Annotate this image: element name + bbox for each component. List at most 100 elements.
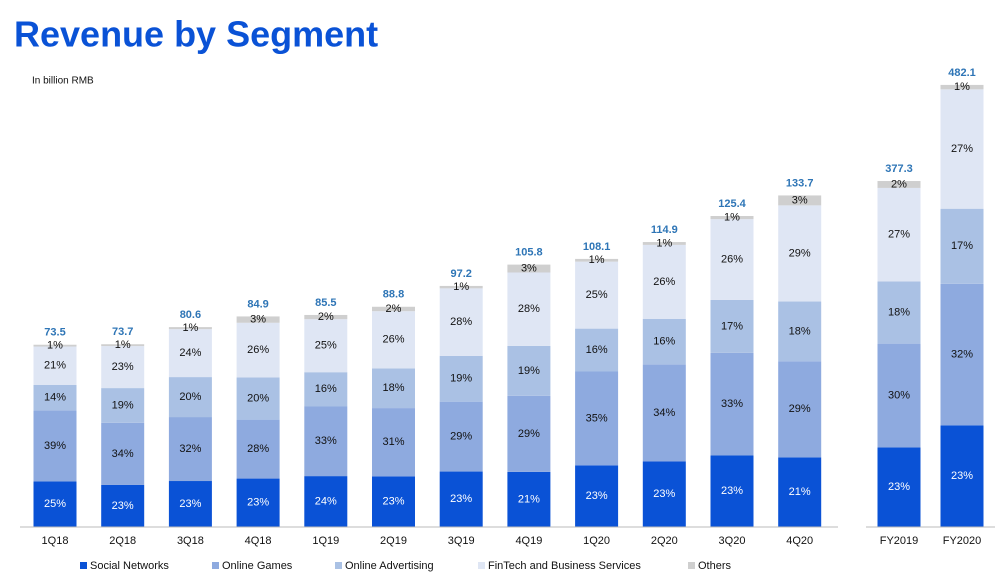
value-label: 21% — [518, 493, 540, 505]
value-label: 25% — [315, 340, 337, 352]
value-label: 29% — [789, 403, 811, 415]
bar-segment — [507, 395, 551, 472]
bar-segment — [710, 352, 754, 456]
value-label: 23% — [112, 500, 134, 512]
bar-segment — [439, 285, 483, 289]
value-label: 1% — [115, 339, 131, 351]
value-label: 34% — [653, 407, 675, 419]
value-label: 26% — [721, 253, 743, 265]
bar-segment — [304, 476, 348, 527]
x-tick-label: 2Q20 — [651, 535, 678, 547]
value-label: 28% — [247, 443, 269, 455]
bar-segment — [33, 344, 77, 347]
bar-segment — [877, 447, 921, 527]
value-label: 2% — [891, 178, 907, 190]
bar-segment — [439, 288, 483, 356]
value-label: 28% — [450, 316, 472, 328]
value-label: 3% — [250, 314, 266, 326]
value-label: 19% — [112, 399, 134, 411]
bar-segment — [778, 205, 822, 302]
bar-segment — [372, 306, 415, 312]
bar-segment — [101, 388, 145, 423]
value-label: 17% — [951, 240, 973, 252]
value-label: 29% — [518, 428, 540, 440]
bar-segment — [101, 422, 145, 485]
total-label: 133.7 — [786, 177, 814, 189]
value-label: 25% — [586, 289, 608, 301]
value-label: 1% — [954, 81, 970, 93]
bar-segment — [439, 355, 483, 402]
value-label: 19% — [518, 365, 540, 377]
x-tick-label: 3Q18 — [177, 535, 204, 547]
value-label: 23% — [247, 497, 269, 509]
bar-segment — [710, 299, 754, 353]
x-tick-label: 2Q18 — [109, 535, 136, 547]
bar-segment — [168, 377, 212, 418]
total-label: 85.5 — [315, 297, 336, 309]
bar-segment — [236, 322, 280, 378]
value-label: 19% — [450, 373, 472, 385]
bar-segment — [236, 419, 280, 479]
value-label: 30% — [888, 389, 910, 401]
value-label: 16% — [586, 344, 608, 356]
value-label: 24% — [315, 495, 337, 507]
bar-segment — [33, 410, 77, 482]
x-tick-label: 3Q20 — [719, 535, 746, 547]
value-label: 21% — [44, 360, 66, 372]
bar-segment — [236, 377, 280, 420]
bar-segment — [575, 261, 619, 329]
value-label: 23% — [888, 481, 910, 493]
total-label: 73.7 — [112, 326, 133, 338]
value-label: 16% — [653, 336, 675, 348]
bar-segment — [236, 316, 280, 323]
bar-segment — [642, 244, 686, 319]
value-label: 34% — [112, 448, 134, 460]
value-label: 32% — [179, 443, 201, 455]
value-label: 1% — [656, 237, 672, 249]
bar-segment — [33, 346, 77, 385]
value-label: 23% — [450, 493, 472, 505]
value-label: 16% — [315, 383, 337, 395]
bar-segment — [304, 314, 348, 320]
legend-label: Online Games — [222, 560, 293, 572]
bar-segment — [940, 283, 984, 426]
x-tick-label: 4Q19 — [515, 535, 542, 547]
legend-swatch — [212, 562, 219, 569]
title: Revenue by Segment — [14, 14, 378, 55]
bar-segment — [507, 272, 551, 346]
value-label: 3% — [792, 194, 808, 206]
value-label: 1% — [724, 211, 740, 223]
x-tick-label: 2Q19 — [380, 535, 407, 547]
bar-segment — [101, 346, 145, 389]
total-label: 84.9 — [247, 298, 268, 310]
bar-segment — [877, 343, 921, 448]
bar-segment — [168, 329, 212, 378]
value-label: 26% — [247, 344, 269, 356]
bar-segment — [575, 328, 619, 372]
total-label: 80.6 — [180, 309, 201, 321]
total-label: 97.2 — [450, 268, 471, 280]
value-label: 23% — [951, 470, 973, 482]
bar-segment — [940, 89, 984, 209]
legend-swatch — [80, 562, 87, 569]
bar-segment — [778, 361, 822, 458]
value-label: 26% — [653, 276, 675, 288]
total-label: 377.3 — [885, 163, 913, 175]
value-label: 2% — [386, 303, 402, 315]
legend-label: Social Networks — [90, 560, 169, 572]
value-label: 3% — [521, 262, 537, 274]
value-label: 23% — [653, 488, 675, 500]
value-label: 1% — [589, 254, 605, 266]
bar-segment — [778, 301, 822, 362]
value-label: 31% — [382, 436, 404, 448]
total-label: 108.1 — [583, 241, 611, 253]
subtitle: In billion RMB — [32, 76, 94, 87]
total-label: 125.4 — [718, 198, 746, 210]
bar-segment — [33, 384, 77, 411]
bar-segment — [439, 401, 483, 472]
bar-segment — [507, 471, 551, 527]
bar-segment — [778, 457, 822, 527]
bar-segment — [168, 327, 212, 330]
value-label: 18% — [382, 382, 404, 394]
